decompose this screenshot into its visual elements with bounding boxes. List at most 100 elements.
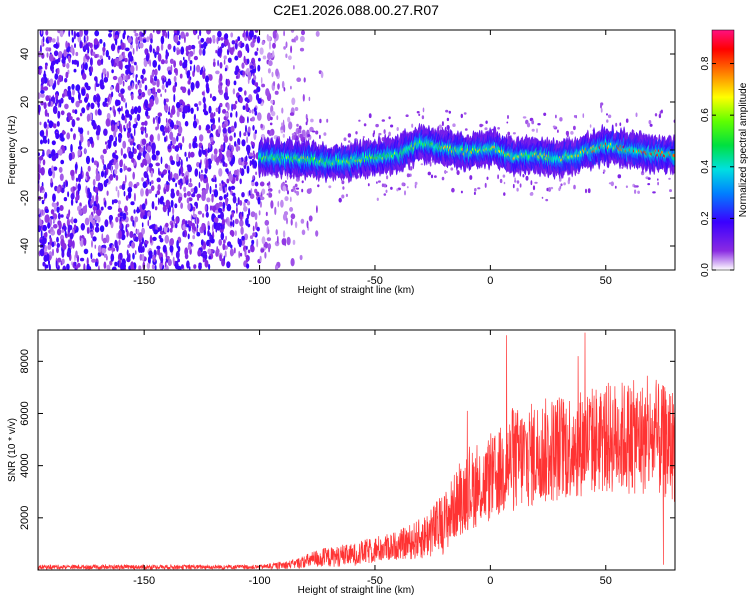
spectrogram-scatter-cell <box>480 124 484 127</box>
spectrogram-noise-cell <box>205 211 209 218</box>
spectrogram-noise-cell <box>72 240 75 249</box>
spectrogram-noise-cell <box>75 100 80 108</box>
spectrogram-noise-cell <box>40 30 43 35</box>
spectrogram-noise-cell <box>50 226 54 232</box>
spectrogram-noise-cell <box>144 48 148 56</box>
spectrogram-noise-cell <box>231 211 234 218</box>
spectrogram-noise-cell <box>142 68 146 75</box>
spectrogram-noise-cell <box>52 170 56 179</box>
spectrogram-noise-cell <box>126 249 129 257</box>
spectrogram-noise-cell <box>234 230 237 237</box>
spectrogram-noise-cell <box>42 224 47 232</box>
spectrogram-noise-cell <box>131 135 134 140</box>
spectrogram-noise-cell <box>209 93 212 99</box>
spectrogram-noise-cell <box>146 262 151 270</box>
spectrogram-noise-cell <box>188 182 193 188</box>
spectrogram-noise-cell <box>85 155 91 165</box>
spectrogram-noise-cell <box>94 54 98 59</box>
spectrogram-noise-cell <box>147 255 151 265</box>
spectrogram-scatter-cell <box>543 112 547 117</box>
spectrogram-noise-cell <box>247 71 252 81</box>
spectrogram-noise-cell <box>167 125 170 134</box>
spectrogram-noise-cell <box>193 186 198 194</box>
spectrogram-scatter-cell <box>388 131 391 137</box>
spectrogram-noise-cell <box>45 95 50 102</box>
spectrogram-scatter-cell <box>326 118 329 123</box>
spectrogram-noise-cell <box>150 74 152 82</box>
spectrogram-noise-cell <box>61 58 66 64</box>
spectrogram-noise-cell <box>168 170 171 174</box>
spectrogram-noise-cell <box>103 261 107 269</box>
spectrogram-noise-cell <box>183 186 187 192</box>
spectrogram-noise-cell <box>125 224 128 233</box>
spectrogram-scatter-cell <box>386 175 389 180</box>
spectrogram-noise-cell <box>185 175 188 181</box>
spectrogram-scatter-cell <box>550 186 554 190</box>
spectrogram-noise-cell <box>283 124 286 133</box>
spectrogram-noise-cell <box>175 182 178 188</box>
spectrogram-noise-cell <box>223 55 227 60</box>
spectrogram-noise-cell <box>53 50 59 57</box>
spectrogram-noise-cell <box>286 236 291 246</box>
spectrogram-noise-cell <box>288 121 293 130</box>
spectrogram-noise-cell <box>97 245 102 253</box>
spectrogram-scatter-cell <box>563 182 566 186</box>
spectrogram-noise-cell <box>240 226 244 235</box>
spectrogram-noise-cell <box>76 117 80 121</box>
spectrogram-noise-cell <box>78 126 80 133</box>
spectrogram-noise-cell <box>131 157 135 163</box>
spectrogram-noise-cell <box>93 94 97 103</box>
spectrogram-noise-cell <box>134 61 137 66</box>
spectrogram-noise-cell <box>209 205 212 211</box>
spectrogram-noise-cell <box>238 146 241 151</box>
spectrogram-scatter-cell <box>285 180 287 183</box>
spectrogram-noise-cell <box>49 53 54 62</box>
spectrogram-noise-cell <box>38 69 42 75</box>
spectrogram-noise-cell <box>140 188 144 197</box>
snr-y-tick-label: 8000 <box>19 349 31 373</box>
spectrogram-noise-cell <box>204 204 207 212</box>
spectrogram-noise-cell <box>121 183 126 191</box>
spectrogram-noise-cell <box>91 157 95 164</box>
spectrogram-scatter-cell <box>531 120 535 125</box>
spectrogram-noise-cell <box>245 217 249 226</box>
spectrogram-noise-cell <box>127 186 133 193</box>
spectrogram-noise-cell <box>145 152 150 161</box>
spectrogram-noise-cell <box>165 183 170 192</box>
spectrogram-scatter-cell <box>376 181 378 184</box>
spectrogram-noise-cell <box>230 150 233 159</box>
spectrogram-noise-cell <box>169 244 174 253</box>
spectrogram-noise-cell <box>238 87 243 92</box>
spectrogram-noise-cell <box>169 58 174 64</box>
spectrogram-noise-cell <box>122 140 127 149</box>
spectrogram-noise-cell <box>65 180 69 188</box>
spectrogram-y-label: Frequency (Hz) <box>7 116 18 185</box>
spectrogram-noise-cell <box>225 197 228 206</box>
spectrogram-noise-cell <box>102 68 107 75</box>
spectrogram-noise-cell <box>213 189 219 198</box>
spectrogram-noise-cell <box>90 252 93 260</box>
spectrogram-noise-cell <box>166 255 170 260</box>
spectrogram-noise-cell <box>119 167 123 173</box>
spectrogram-noise-cell <box>287 116 291 123</box>
spectrogram-noise-cell <box>73 218 78 224</box>
spectrogram-scatter-cell <box>345 193 348 197</box>
spectrogram-scatter-cell <box>268 190 271 194</box>
spectrogram-noise-cell <box>167 207 170 217</box>
spectrogram-noise-cell <box>227 218 230 227</box>
spectrogram-noise-cell <box>178 107 182 113</box>
spectrogram-noise-cell <box>254 129 257 134</box>
spectrogram-noise-cell <box>211 224 214 232</box>
spectrogram-noise-cell <box>310 118 314 123</box>
spectrogram-scatter-cell <box>568 177 571 182</box>
spectrogram-noise-cell <box>85 175 88 181</box>
spectrogram-noise-cell <box>150 185 155 192</box>
spectrogram-noise-cell <box>127 127 131 134</box>
spectrogram-noise-cell <box>122 98 126 103</box>
spectrogram-noise-cell <box>102 237 107 244</box>
spectrogram-noise-cell <box>217 48 222 57</box>
spectrogram-noise-cell <box>308 215 313 222</box>
spectrogram-noise-cell <box>38 104 41 113</box>
spectrogram-noise-cell <box>267 229 270 235</box>
spectrogram-noise-cell <box>164 88 167 93</box>
